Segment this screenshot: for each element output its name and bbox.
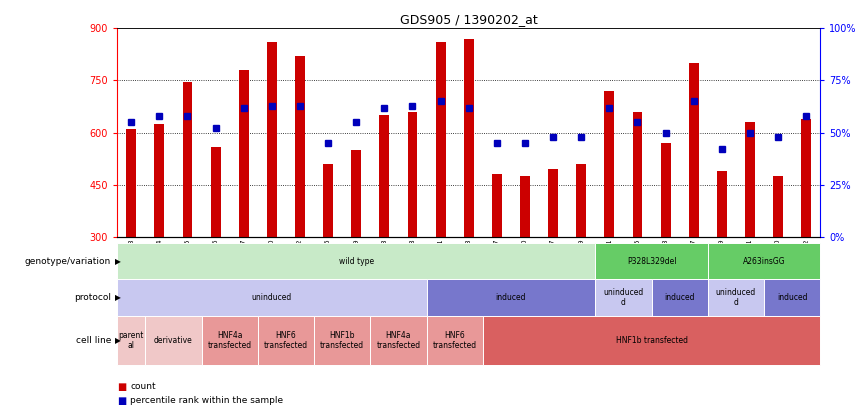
Text: derivative: derivative <box>154 336 193 345</box>
Text: percentile rank within the sample: percentile rank within the sample <box>130 396 283 405</box>
Bar <box>408 112 418 237</box>
Bar <box>295 56 305 237</box>
Bar <box>464 39 474 237</box>
Text: count: count <box>130 382 156 391</box>
Text: ▶: ▶ <box>115 336 122 345</box>
Bar <box>492 175 502 237</box>
Text: parent
al: parent al <box>119 330 144 350</box>
Text: induced: induced <box>664 293 695 302</box>
Text: P328L329del: P328L329del <box>627 257 676 266</box>
Bar <box>155 124 164 237</box>
Bar <box>267 42 277 237</box>
Text: HNF4a
transfected: HNF4a transfected <box>207 330 252 350</box>
Text: A263insGG: A263insGG <box>743 257 786 266</box>
Text: protocol: protocol <box>74 293 111 302</box>
Bar <box>323 164 333 237</box>
Bar <box>520 176 529 237</box>
Bar <box>604 91 615 237</box>
Bar <box>379 115 389 237</box>
Bar <box>633 112 642 237</box>
Text: induced: induced <box>496 293 526 302</box>
Bar <box>211 147 220 237</box>
Text: HNF6
transfected: HNF6 transfected <box>264 330 308 350</box>
Bar <box>576 164 586 237</box>
Text: wild type: wild type <box>339 257 374 266</box>
Bar <box>239 70 248 237</box>
Bar <box>436 42 445 237</box>
Text: ▶: ▶ <box>115 293 122 302</box>
Text: uninduced
d: uninduced d <box>716 288 756 307</box>
Text: uninduced: uninduced <box>252 293 292 302</box>
Bar <box>127 129 136 237</box>
Bar <box>745 122 755 237</box>
Bar <box>717 171 727 237</box>
Text: ■: ■ <box>117 396 127 405</box>
Bar <box>549 169 558 237</box>
Text: induced: induced <box>777 293 807 302</box>
Bar <box>661 143 670 237</box>
Title: GDS905 / 1390202_at: GDS905 / 1390202_at <box>400 13 537 26</box>
Text: HNF4a
transfected: HNF4a transfected <box>377 330 420 350</box>
Text: HNF6
transfected: HNF6 transfected <box>432 330 477 350</box>
Text: ▶: ▶ <box>115 257 122 266</box>
Text: cell line: cell line <box>76 336 111 345</box>
Bar <box>352 150 361 237</box>
Bar <box>182 82 193 237</box>
Bar <box>773 176 783 237</box>
Text: genotype/variation: genotype/variation <box>25 257 111 266</box>
Text: ■: ■ <box>117 382 127 392</box>
Text: uninduced
d: uninduced d <box>603 288 643 307</box>
Text: HNF1b
transfected: HNF1b transfected <box>320 330 365 350</box>
Text: HNF1b transfected: HNF1b transfected <box>615 336 687 345</box>
Bar <box>689 63 699 237</box>
Bar <box>801 119 811 237</box>
